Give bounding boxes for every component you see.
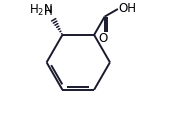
- Text: O: O: [99, 32, 108, 45]
- Text: H: H: [44, 5, 52, 18]
- Text: $\mathregular{H_2N}$: $\mathregular{H_2N}$: [30, 3, 54, 18]
- Text: OH: OH: [118, 3, 136, 15]
